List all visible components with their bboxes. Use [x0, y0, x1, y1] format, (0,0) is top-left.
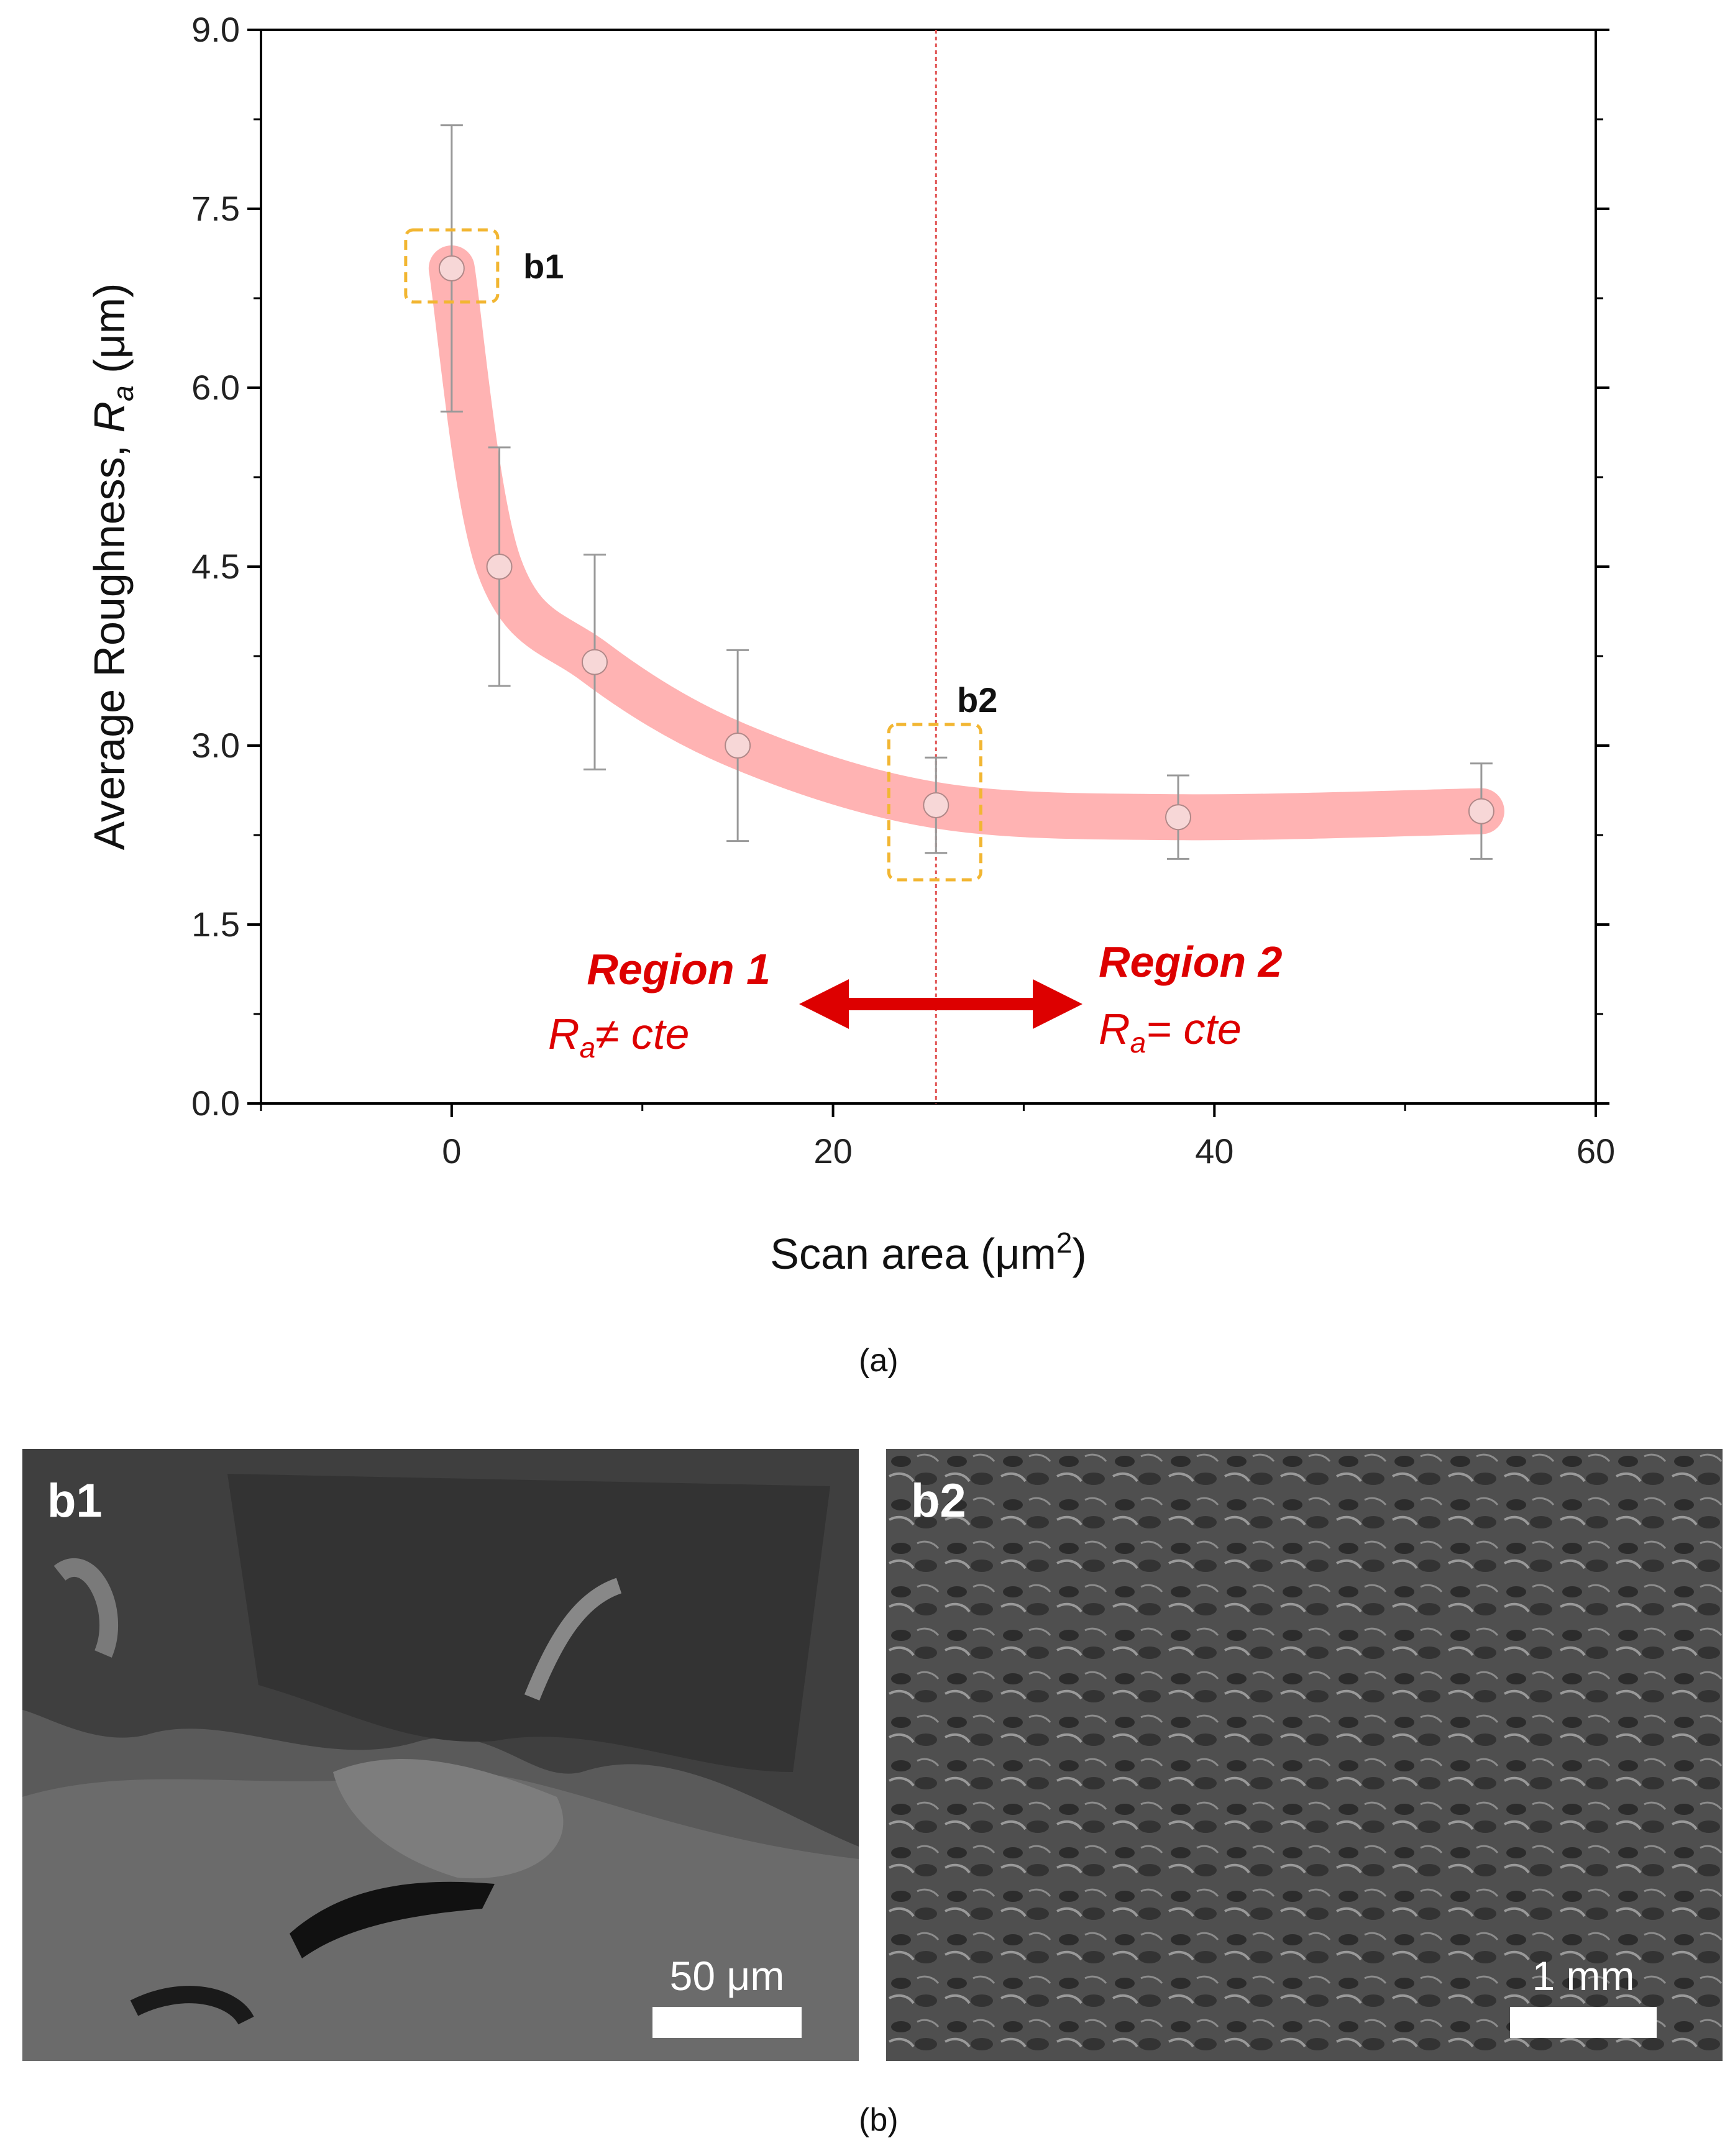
plot-frame [260, 29, 1597, 1105]
y-tick-label: 3.0 [191, 726, 240, 765]
x-axis-title: Scan area (μm2) [770, 1226, 1086, 1278]
x-tick-label: 0 [442, 1131, 461, 1171]
data-point [1468, 798, 1494, 824]
fit-curve [428, 245, 1504, 841]
data-point [923, 792, 950, 818]
data-point [438, 255, 465, 281]
b2-scale-text: 1 mm [1532, 1953, 1635, 1999]
data-points [438, 255, 1494, 831]
b1-panel-label: b1 [47, 1474, 103, 1527]
sem-image-b1: b1 50 μm [22, 1449, 859, 2061]
region1-title: Region 1 [587, 945, 771, 993]
error-bars [440, 124, 1493, 860]
region1-eq: ≠ cte [595, 1010, 689, 1058]
data-point [725, 733, 751, 759]
caption-b: (b) [859, 2102, 899, 2138]
region1-condition: Ra≠ cte [548, 1010, 689, 1064]
b1-box [404, 228, 500, 304]
data-point [486, 554, 513, 580]
b2-box [887, 723, 982, 882]
region2-eq: = cte [1146, 1005, 1242, 1053]
data-point [582, 649, 608, 675]
y-tick-label: 7.5 [191, 189, 240, 228]
region2-title: Region 2 [1099, 938, 1283, 986]
sem-image-b2: b2 1 mm [886, 1449, 1723, 2061]
sem-texture-b1 [22, 1449, 859, 2061]
y-axis-ticks: 0.0 1.5 3.0 4.5 6.0 7.5 9.0 [191, 10, 1609, 1123]
y-tick-label: 4.5 [191, 547, 240, 586]
x-axis-ticks: 0 20 40 60 [260, 1103, 1615, 1171]
b2-panel-label: b2 [911, 1474, 966, 1527]
y-tick-label: 9.0 [191, 10, 240, 49]
x-tick-label: 20 [813, 1131, 852, 1171]
b1-scale-text: 50 μm [669, 1953, 785, 1999]
region2-condition: Ra= cte [1099, 1005, 1242, 1059]
roughness-chart: 0.0 1.5 3.0 4.5 6.0 7.5 9.0 0 20 40 60 b1 b2 Regi… [85, 10, 1615, 1278]
highlight-boxes [404, 228, 982, 882]
y-tick-label: 0.0 [191, 1084, 240, 1123]
x-tick-label: 40 [1195, 1131, 1233, 1171]
b1-scale-bar [652, 2007, 802, 2038]
caption-a: (a) [859, 1343, 899, 1379]
x-tick-label: 60 [1577, 1131, 1615, 1171]
b1-annotation: b1 [523, 247, 564, 286]
data-point [1165, 804, 1191, 831]
y-tick-label: 1.5 [191, 905, 240, 944]
y-axis-title: Average Roughness, Ra (μm) [85, 283, 139, 851]
y-tick-label: 6.0 [191, 368, 240, 407]
sem-texture-b2 [886, 1449, 1723, 2061]
b2-annotation: b2 [957, 680, 997, 719]
b2-scale-bar [1510, 2007, 1657, 2038]
